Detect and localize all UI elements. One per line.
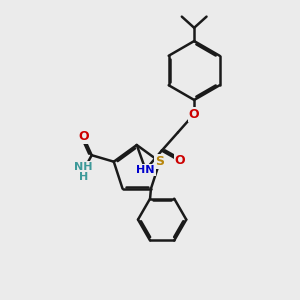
Text: S: S — [155, 155, 164, 168]
Text: O: O — [78, 130, 89, 143]
Text: O: O — [189, 108, 200, 121]
Text: H: H — [79, 172, 88, 182]
Text: NH: NH — [74, 162, 93, 172]
Text: O: O — [175, 154, 185, 167]
Text: HN: HN — [136, 165, 155, 175]
